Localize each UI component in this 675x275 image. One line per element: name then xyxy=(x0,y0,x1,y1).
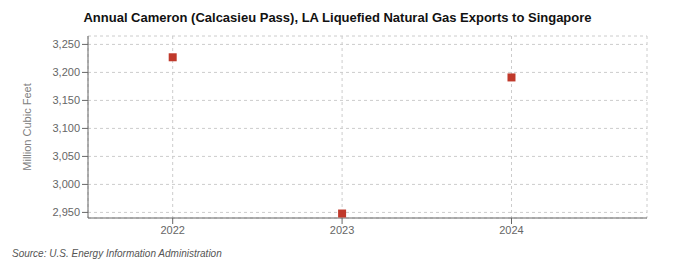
svg-text:Million Cubic Feet: Million Cubic Feet xyxy=(21,83,33,170)
svg-text:2023: 2023 xyxy=(330,224,354,236)
html-text:Source: U.S. Energy Informatio: Source: U.S. Energy Information Administ… xyxy=(12,248,222,259)
svg-text:3,100: 3,100 xyxy=(52,122,80,134)
html-text:Annual Cameron (Calcasieu Pass: Annual Cameron (Calcasieu Pass), LA Liqu… xyxy=(83,10,592,25)
svg-text:3,150: 3,150 xyxy=(52,94,80,106)
svg-text:3,000: 3,000 xyxy=(52,178,80,190)
svg-text:3,050: 3,050 xyxy=(52,150,80,162)
svg-text:2022: 2022 xyxy=(160,224,184,236)
svg-text:3,200: 3,200 xyxy=(52,66,80,78)
svg-text:2024: 2024 xyxy=(499,224,523,236)
svg-text:2,950: 2,950 xyxy=(52,206,80,218)
svg-text:3,250: 3,250 xyxy=(52,38,80,50)
